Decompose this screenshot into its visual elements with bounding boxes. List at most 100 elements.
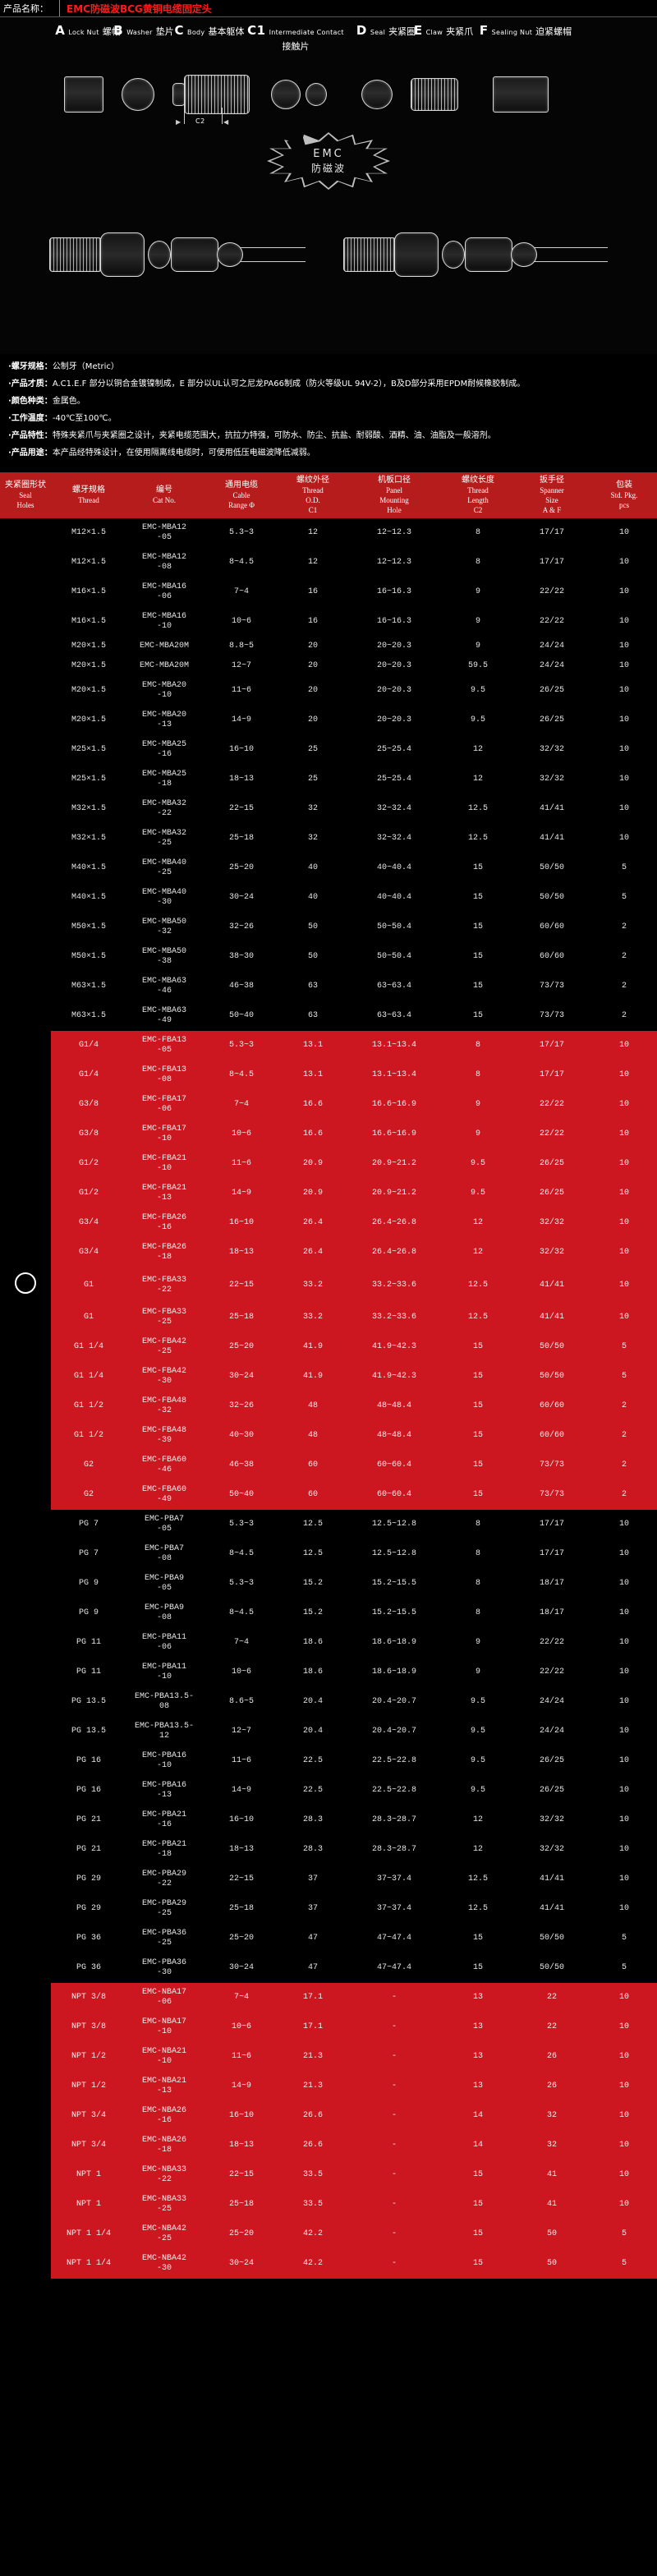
table-row[interactable]: NPT 3/8 EMC-NBA17 -10 10~6 17.1-13 22 10 bbox=[0, 2012, 657, 2042]
cell-thread-length: 12.5 bbox=[443, 1894, 512, 1924]
table-row[interactable]: G1 EMC-FBA33 -22 22~15 33.2 33.2~33.6 12.5 41/… bbox=[0, 1267, 657, 1303]
table-row[interactable]: M12×1.5 EMC-MBA12 -05 5.3~3 12 12~12.3 8 17/17… bbox=[0, 518, 657, 548]
cell-spanner-size: 32/32 bbox=[512, 765, 591, 794]
table-row[interactable]: M20×1.5 EMC-MBA20M 8.8~5 20 20~20.3 9 24/24 10 bbox=[0, 637, 657, 656]
cell-seal-shape bbox=[0, 1001, 51, 1031]
table-row[interactable]: PG 7 EMC-PBA7 -08 8~4.5 12.5 12.5~12.8 8 17/17… bbox=[0, 1539, 657, 1569]
table-body: M12×1.5 EMC-MBA12 -05 5.3~3 12 12~12.3 8 17/17… bbox=[0, 518, 657, 2279]
table-row[interactable]: PG 13.5 EMC-PBA13.5- 12 12~7 20.4 20.4~20.7 9… bbox=[0, 1717, 657, 1746]
cell-seal-shape bbox=[0, 1060, 51, 1090]
table-row[interactable]: PG 11 EMC-PBA11 -10 10~6 18.6 18.6~18.9 9 22/2… bbox=[0, 1658, 657, 1687]
table-row[interactable]: PG 21 EMC-PBA21 -18 18~13 28.3 28.3~28.7 12 32… bbox=[0, 1835, 657, 1865]
table-row[interactable]: G1 1/4 EMC-FBA42 -25 25~20 41.9 41.9~42.3 15 5… bbox=[0, 1332, 657, 1362]
cell-std-pkg: 5 bbox=[591, 2220, 657, 2249]
cell-panel-hole: 28.3~28.7 bbox=[345, 1835, 443, 1865]
table-row[interactable]: M20×1.5 EMC-MBA20M 12~7 20 20~20.3 59.5 24/24 1… bbox=[0, 656, 657, 676]
cell-thread: PG 7 bbox=[51, 1539, 126, 1569]
cell-std-pkg: 10 bbox=[591, 607, 657, 637]
table-row[interactable]: M63×1.5 EMC-MBA63 -46 46~38 63 63~63.4 15 73/7… bbox=[0, 972, 657, 1001]
table-row[interactable]: M16×1.5 EMC-MBA16 -10 10~6 16 16~16.3 9 22/22 1… bbox=[0, 607, 657, 637]
table-row[interactable]: NPT 1/2 EMC-NBA21 -13 14~9 21.3-13 26 10 bbox=[0, 2072, 657, 2101]
cell-seal-shape bbox=[0, 2042, 51, 2072]
cell-panel-hole: - bbox=[345, 1983, 443, 2012]
cell-thread-od: 15.2 bbox=[281, 1598, 345, 1628]
table-row[interactable]: G3/8 EMC-FBA17 -06 7~4 16.6 16.6~16.9 9 22/22 1… bbox=[0, 1090, 657, 1120]
cell-thread-od: 12.5 bbox=[281, 1510, 345, 1539]
spec-value: 金属色。 bbox=[52, 397, 85, 406]
table-row[interactable]: NPT 1/2 EMC-NBA21 -10 11~6 21.3-13 26 10 bbox=[0, 2042, 657, 2072]
table-row[interactable]: M40×1.5 EMC-MBA40 -25 25~20 40 40~40.4 15 50/5… bbox=[0, 853, 657, 883]
table-row[interactable]: M50×1.5 EMC-MBA50 -38 38~30 50 50~50.4 15 60/6… bbox=[0, 942, 657, 972]
table-row[interactable]: M25×1.5 EMC-MBA25 -18 18~13 25 25~25.4 12 32/3… bbox=[0, 765, 657, 794]
cell-thread: PG 36 bbox=[51, 1924, 126, 1953]
table-row[interactable]: NPT 1 1/4 EMC-NBA42 -30 30~24 42.2-15 50 5 bbox=[0, 2249, 657, 2279]
table-row[interactable]: G3/4 EMC-FBA26 -18 18~13 26.4 26.4~26.8 12 32/… bbox=[0, 1238, 657, 1267]
cell-cable-range: 25~18 bbox=[202, 1303, 281, 1332]
cell-panel-hole: 63~63.4 bbox=[345, 972, 443, 1001]
table-row[interactable]: NPT 3/4 EMC-NBA26 -18 18~13 26.6-14 32 10 bbox=[0, 2131, 657, 2160]
table-row[interactable]: M16×1.5 EMC-MBA16 -06 7~4 16 16~16.3 9 22/22 10 bbox=[0, 577, 657, 607]
table-row[interactable]: G3/4 EMC-FBA26 -16 16~10 26.4 26.4~26.8 12 32/… bbox=[0, 1208, 657, 1238]
table-row[interactable]: G1/2 EMC-FBA21 -13 14~9 20.9 20.9~21.2 9.5 26/… bbox=[0, 1179, 657, 1208]
table-row[interactable]: M40×1.5 EMC-MBA40 -30 30~24 40 40~40.4 15 50/5… bbox=[0, 883, 657, 913]
cell-std-pkg: 5 bbox=[591, 1953, 657, 1983]
cell-thread: G1 1/4 bbox=[51, 1362, 126, 1392]
cell-thread: G1 1/2 bbox=[51, 1421, 126, 1451]
cell-panel-hole: 16~16.3 bbox=[345, 607, 443, 637]
table-row[interactable]: NPT 3/4 EMC-NBA26 -16 16~10 26.6-14 32 10 bbox=[0, 2101, 657, 2131]
cell-std-pkg: 10 bbox=[591, 1090, 657, 1120]
emc-starburst-inner: EMC 防磁波 bbox=[270, 134, 387, 188]
table-row[interactable]: PG 7 EMC-PBA7 -05 5.3~3 12.5 12.5~12.8 8 17/17… bbox=[0, 1510, 657, 1539]
table-row[interactable]: NPT 1 EMC-NBA33 -22 22~15 33.5-15 41 10 bbox=[0, 2160, 657, 2190]
table-row[interactable]: G1 EMC-FBA33 -25 25~18 33.2 33.2~33.6 12.5 41/… bbox=[0, 1303, 657, 1332]
table-row[interactable]: G1/2 EMC-FBA21 -10 11~6 20.9 20.9~21.2 9.5 26/… bbox=[0, 1149, 657, 1179]
cell-seal-shape bbox=[0, 1332, 51, 1362]
cell-thread-od: 37 bbox=[281, 1894, 345, 1924]
cell-std-pkg: 10 bbox=[591, 656, 657, 676]
part-name-en: Washer bbox=[126, 29, 153, 36]
table-row[interactable]: G1 1/2 EMC-FBA48 -39 40~30 48 48~48.4 15 60/60… bbox=[0, 1421, 657, 1451]
table-row[interactable]: PG 29 EMC-PBA29 -25 25~18 37 37~37.4 12.5 41/4… bbox=[0, 1894, 657, 1924]
table-row[interactable]: NPT 3/8 EMC-NBA17 -06 7~4 17.1-13 22 10 bbox=[0, 1983, 657, 2012]
table-row[interactable]: PG 36 EMC-PBA36 -30 30~24 47 47~47.4 15 50/50 5 bbox=[0, 1953, 657, 1983]
table-row[interactable]: G1 1/4 EMC-FBA42 -30 30~24 41.9 41.9~42.3 15 5… bbox=[0, 1362, 657, 1392]
cell-thread-od: 15.2 bbox=[281, 1569, 345, 1598]
cell-cat-no: EMC-MBA16 -06 bbox=[126, 577, 202, 607]
table-row[interactable]: G2 EMC-FBA60 -46 46~38 60 60~60.4 15 73/73 2 bbox=[0, 1451, 657, 1480]
table-row[interactable]: PG 13.5 EMC-PBA13.5- 08 8.6~5 20.4 20.4~20.7… bbox=[0, 1687, 657, 1717]
table-row[interactable]: PG 9 EMC-PBA9 -05 5.3~3 15.2 15.2~15.5 8 18/17… bbox=[0, 1569, 657, 1598]
cell-cat-no: EMC-PBA11 -10 bbox=[126, 1658, 202, 1687]
col-header-cn: 螺牙规格 bbox=[72, 485, 105, 494]
table-row[interactable]: M32×1.5 EMC-MBA32 -22 22~15 32 32~32.4 12.5 41… bbox=[0, 794, 657, 824]
table-row[interactable]: M63×1.5 EMC-MBA63 -49 50~40 63 63~63.4 15 73/7… bbox=[0, 1001, 657, 1031]
cell-seal-shape bbox=[0, 1421, 51, 1451]
cell-spanner-size: 73/73 bbox=[512, 972, 591, 1001]
cell-thread-od: 32 bbox=[281, 824, 345, 853]
table-row[interactable]: PG 16 EMC-PBA16 -13 14~9 22.5 22.5~22.8 9.5 26… bbox=[0, 1776, 657, 1806]
cell-thread: G1/2 bbox=[51, 1179, 126, 1208]
col-header-en-3: C2 bbox=[473, 506, 483, 514]
table-row[interactable]: PG 21 EMC-PBA21 -16 16~10 28.3 28.3~28.7 12 32… bbox=[0, 1806, 657, 1835]
cell-cat-no: EMC-NBA26 -18 bbox=[126, 2131, 202, 2160]
table-row[interactable]: PG 29 EMC-PBA29 -22 22~15 37 37~37.4 12.5 41/4… bbox=[0, 1865, 657, 1894]
table-row[interactable]: M12×1.5 EMC-MBA12 -08 8~4.5 12 12~12.3 8 17/17… bbox=[0, 548, 657, 577]
table-row[interactable]: PG 9 EMC-PBA9 -08 8~4.5 15.2 15.2~15.5 8 18/17… bbox=[0, 1598, 657, 1628]
table-row[interactable]: G3/8 EMC-FBA17 -10 10~6 16.6 16.6~16.9 9 22/22… bbox=[0, 1120, 657, 1149]
table-row[interactable]: PG 16 EMC-PBA16 -10 11~6 22.5 22.5~22.8 9.5 26… bbox=[0, 1746, 657, 1776]
cell-thread-length: 9 bbox=[443, 1628, 512, 1658]
table-row[interactable]: G1/4 EMC-FBA13 -05 5.3~3 13.1 13.1~13.4 8 17/1… bbox=[0, 1031, 657, 1060]
table-row[interactable]: M25×1.5 EMC-MBA25 -16 16~10 25 25~25.4 12 32/3… bbox=[0, 735, 657, 765]
table-row[interactable]: M50×1.5 EMC-MBA50 -32 32~26 50 50~50.4 15 60/6… bbox=[0, 913, 657, 942]
table-row[interactable]: NPT 1 1/4 EMC-NBA42 -25 25~20 42.2-15 50 5 bbox=[0, 2220, 657, 2249]
table-row[interactable]: M20×1.5 EMC-MBA20 -10 11~6 20 20~20.3 9.5 26/2… bbox=[0, 676, 657, 706]
cell-panel-hole: 37~37.4 bbox=[345, 1894, 443, 1924]
table-row[interactable]: M32×1.5 EMC-MBA32 -25 25~18 32 32~32.4 12.5 41… bbox=[0, 824, 657, 853]
table-row[interactable]: G2 EMC-FBA60 -49 50~40 60 60~60.4 15 73/73 2 bbox=[0, 1480, 657, 1510]
cell-thread-length: 13 bbox=[443, 2042, 512, 2072]
table-row[interactable]: PG 11 EMC-PBA11 -06 7~4 18.6 18.6~18.9 9 22/22… bbox=[0, 1628, 657, 1658]
table-row[interactable]: NPT 1 EMC-NBA33 -25 25~18 33.5-15 41 10 bbox=[0, 2190, 657, 2220]
table-row[interactable]: G1/4 EMC-FBA13 -08 8~4.5 13.1 13.1~13.4 8 17/1… bbox=[0, 1060, 657, 1090]
table-row[interactable]: M20×1.5 EMC-MBA20 -13 14~9 20 20~20.3 9.5 26/2… bbox=[0, 706, 657, 735]
table-row[interactable]: G1 1/2 EMC-FBA48 -32 32~26 48 48~48.4 15 60/60… bbox=[0, 1392, 657, 1421]
table-row[interactable]: PG 36 EMC-PBA36 -25 25~20 47 47~47.4 15 50/50 5 bbox=[0, 1924, 657, 1953]
